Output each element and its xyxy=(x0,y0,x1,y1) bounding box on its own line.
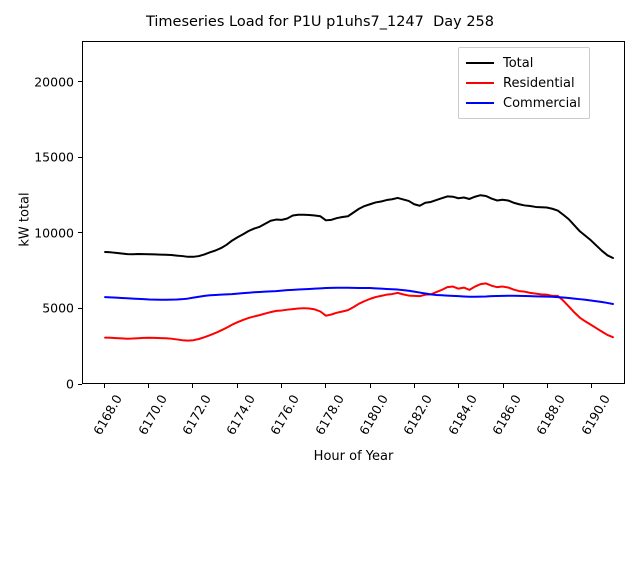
series-line-residential xyxy=(105,283,613,340)
legend-label-residential: Residential xyxy=(503,75,575,91)
series-line-total xyxy=(105,195,613,258)
x-tick-mark xyxy=(325,384,327,388)
legend-label-commercial: Commercial xyxy=(503,95,581,111)
legend-item-total: Total xyxy=(466,53,581,73)
series-line-commercial xyxy=(105,288,613,304)
legend-swatch-commercial xyxy=(466,102,494,104)
x-tick-mark xyxy=(236,384,238,388)
y-tick-mark xyxy=(78,307,82,310)
chart-legend: Total Residential Commercial xyxy=(458,47,590,119)
legend-swatch-residential xyxy=(466,82,494,84)
legend-swatch-total xyxy=(466,62,494,64)
chart-figure: Timeseries Load for P1U p1uhs7_1247 Day … xyxy=(17,14,625,464)
y-tick-label: 20000 xyxy=(34,74,74,90)
x-tick-mark xyxy=(192,384,194,388)
x-tick-mark xyxy=(369,384,371,388)
legend-item-commercial: Commercial xyxy=(466,93,581,113)
x-axis-label: Hour of Year xyxy=(313,449,394,464)
plot-lines xyxy=(83,42,624,383)
x-tick-mark xyxy=(502,384,504,388)
y-tick-label: 0 xyxy=(66,376,74,392)
y-tick-mark xyxy=(78,383,82,385)
x-tick-mark xyxy=(413,384,416,388)
y-tick-mark xyxy=(78,156,82,158)
y-tick-label: 5000 xyxy=(42,300,74,316)
x-tick-mark xyxy=(591,384,593,388)
chart-title: Timeseries Load for P1U p1uhs7_1247 Day … xyxy=(145,14,495,30)
x-tick-mark xyxy=(147,384,150,388)
y-axis-label: kW total xyxy=(17,192,33,247)
legend-item-residential: Residential xyxy=(466,73,581,93)
y-tick-label: 10000 xyxy=(34,225,74,241)
y-tick-mark xyxy=(78,81,82,83)
x-tick-mark xyxy=(103,384,105,388)
y-tick-mark xyxy=(78,232,82,234)
x-tick-mark xyxy=(546,384,549,388)
x-tick-mark xyxy=(458,384,460,388)
y-tick-label: 15000 xyxy=(34,149,74,165)
legend-label-total: Total xyxy=(503,55,534,71)
x-tick-mark xyxy=(280,384,283,388)
